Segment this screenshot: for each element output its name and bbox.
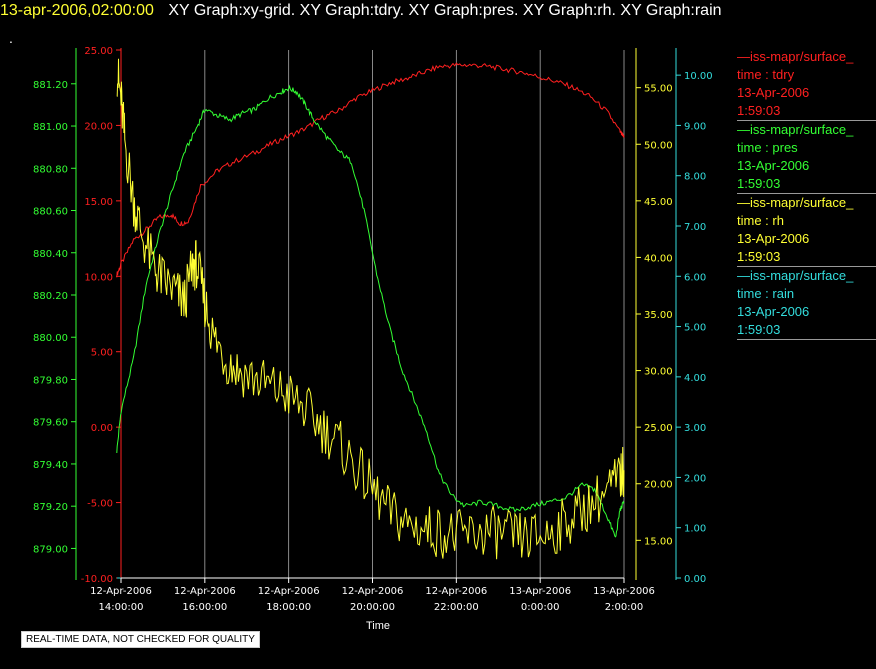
chart-axes: 25.00 20.00 15.00 10.00 5.00 0.00 -5.00 -10.00 8… <box>33 46 713 585</box>
legend-time: 1:59:03 <box>737 176 781 191</box>
rh-tick-label: 55.00 <box>644 84 673 95</box>
rh-tick-label: 35.00 <box>644 310 673 321</box>
quality-note: REAL-TIME DATA, NOT CHECKED FOR QUALITY <box>21 631 260 648</box>
legend-source: —iss-mapr/surface_ <box>737 49 854 64</box>
rain-tick-label: 2.00 <box>684 473 706 484</box>
rain-tick-label: 6.00 <box>684 272 706 283</box>
rh-tick-label: 50.00 <box>644 140 673 151</box>
tdry-tick-label: 20.00 <box>84 121 113 132</box>
legend-entry: —iss-mapr/surface_time : rh 13-Apr-2006 1:… <box>737 194 876 267</box>
pres-tick-label: 879.20 <box>33 502 68 513</box>
legend-time: 1:59:03 <box>737 249 781 264</box>
pres-tick-label: 881.20 <box>33 80 68 91</box>
legend-date: 13-Apr-2006 <box>737 304 810 319</box>
pres-tick-label: 880.40 <box>33 249 68 260</box>
pres-tick-label: 879.00 <box>33 544 68 555</box>
pres-tick-label: 880.80 <box>33 164 68 175</box>
x-tick-label-date: 12-Apr-2006 <box>258 586 320 597</box>
legend-entry: —iss-mapr/surface_time : tdry 13-Apr-2006… <box>737 48 876 121</box>
rh-tick-label: 45.00 <box>644 197 673 208</box>
x-tick-label-time: 16:00:00 <box>182 602 227 613</box>
x-tick-label-date: 13-Apr-2006 <box>509 586 571 597</box>
rain-tick-label: 5.00 <box>684 323 706 334</box>
rain-tick-label: 0.00 <box>684 574 706 585</box>
x-tick-label-date: 12-Apr-2006 <box>174 586 236 597</box>
rain-tick-label: 8.00 <box>684 172 706 183</box>
x-tick-label-time: 20:00:00 <box>350 602 395 613</box>
rain-tick-label: 3.00 <box>684 423 706 434</box>
legend-source: —iss-mapr/surface_ <box>737 122 854 137</box>
title-bar: 13-apr-2006,02:00:00 XY Graph:xy-grid. X… <box>0 2 722 20</box>
series-line-rh <box>116 58 625 560</box>
legend-var: time : tdry <box>737 67 795 82</box>
legend: —iss-mapr/surface_ time : tdry 13-Apr-2006… <box>737 48 876 340</box>
x-tick-label-date: 12-Apr-2006 <box>90 586 152 597</box>
rh-tick-label: 40.00 <box>644 253 673 264</box>
x-tick-label-time: 2:00:00 <box>605 602 644 613</box>
legend-entry: —iss-mapr/surface_time : pres 13-Apr-2006… <box>737 121 876 194</box>
rain-tick-label: 4.00 <box>684 373 706 384</box>
tdry-tick-label: 25.00 <box>84 46 113 57</box>
tdry-tick-label: 15.00 <box>84 197 113 208</box>
tdry-tick-label: -5.00 <box>87 499 113 510</box>
tdry-tick-label: 0.00 <box>91 423 113 434</box>
x-axis: 12-Apr-2006 14:00:00 12-Apr-2006 16:00:00 12… <box>90 577 655 613</box>
title-timestamp: 13-apr-2006,02:00:00 <box>0 2 154 19</box>
series-line-tdry <box>116 62 625 278</box>
tdry-tick-label: 10.00 <box>84 272 113 283</box>
x-tick-label-time: 18:00:00 <box>266 602 311 613</box>
pres-tick-label: 880.00 <box>33 333 68 344</box>
rh-tick-label: 20.00 <box>644 480 673 491</box>
rain-tick-label: 1.00 <box>684 524 706 535</box>
legend-time: 1:59:03 <box>737 322 781 337</box>
pres-tick-label: 881.00 <box>33 122 68 133</box>
rain-tick-label: 10.00 <box>684 71 713 82</box>
legend-date: 13-Apr-2006 <box>737 231 810 246</box>
rh-tick-label: 30.00 <box>644 367 673 378</box>
pres-tick-label: 879.40 <box>33 460 68 471</box>
series-line-pres <box>116 84 625 538</box>
x-axis-label: Time <box>366 620 390 632</box>
pres-tick-label: 880.20 <box>33 291 68 302</box>
rh-tick-label: 15.00 <box>644 536 673 547</box>
pres-tick-label: 879.80 <box>33 375 68 386</box>
legend-source: —iss-mapr/surface_ <box>737 268 854 283</box>
series-layer <box>116 58 625 579</box>
x-tick-label-time: 0:00:00 <box>521 602 560 613</box>
x-tick-label-date: 12-Apr-2006 <box>342 586 404 597</box>
legend-date: 13-Apr-2006 <box>737 85 810 100</box>
rh-tick-label: 25.00 <box>644 423 673 434</box>
rain-tick-label: 7.00 <box>684 222 706 233</box>
x-tick-label-date: 13-Apr-2006 <box>593 586 655 597</box>
x-tick-label-time: 22:00:00 <box>434 602 479 613</box>
legend-var: time : pres <box>737 140 798 155</box>
x-tick-label-date: 12-Apr-2006 <box>425 586 487 597</box>
legend-time: 1:59:03 <box>737 103 781 118</box>
legend-var: time : rh <box>737 213 784 228</box>
legend-date: 13-Apr-2006 <box>737 158 810 173</box>
legend-entry: —iss-mapr/surface_time : rain 13-Apr-2006… <box>737 267 876 340</box>
tdry-tick-label: 5.00 <box>91 348 113 359</box>
x-tick-label-time: 14:00:00 <box>99 602 144 613</box>
tdry-tick-label: -10.00 <box>81 574 113 585</box>
pres-tick-label: 880.60 <box>33 207 68 218</box>
pres-tick-label: 879.60 <box>33 418 68 429</box>
vertical-grid <box>204 50 625 578</box>
rain-tick-label: 9.00 <box>684 121 706 132</box>
title-graph-list: XY Graph:xy-grid. XY Graph:tdry. XY Grap… <box>168 2 722 19</box>
legend-var: time : rain <box>737 286 795 301</box>
title-dot: . <box>9 30 13 46</box>
legend-source: —iss-mapr/surface_ <box>737 195 854 210</box>
